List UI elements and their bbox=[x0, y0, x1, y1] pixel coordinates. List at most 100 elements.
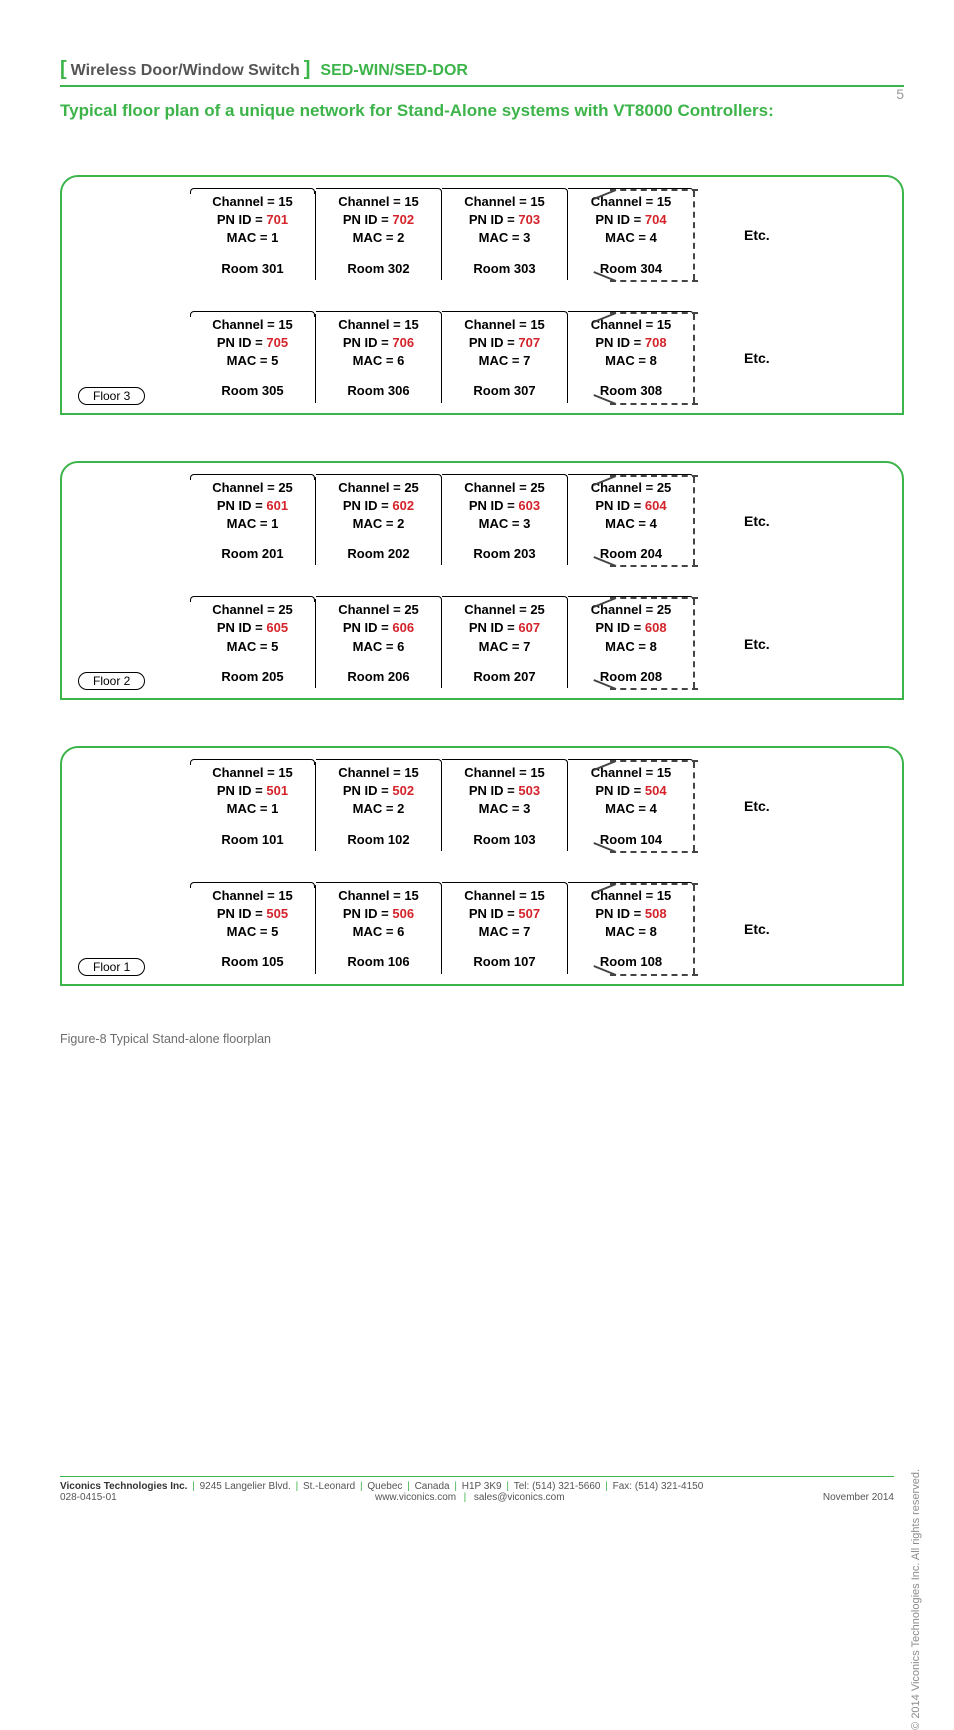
room-pnid-num: 506 bbox=[392, 906, 414, 921]
room-mac: MAC = 4 bbox=[605, 516, 657, 531]
sep-icon: | bbox=[504, 1481, 512, 1492]
sep-icon: | bbox=[452, 1481, 460, 1492]
room-pnid-num: 608 bbox=[645, 620, 667, 635]
room-name: Room 101 bbox=[194, 831, 311, 849]
room-mac: MAC = 8 bbox=[605, 353, 657, 368]
room-cell: Channel = 15PN ID = 504MAC = 4Room 104 bbox=[568, 762, 694, 851]
etc-label: Etc. bbox=[744, 227, 770, 243]
room-channel: Channel = 15 bbox=[338, 888, 419, 903]
room-channel: Channel = 15 bbox=[338, 765, 419, 780]
footer-tel: Tel: (514) 321-5660 bbox=[514, 1481, 601, 1492]
section-heading: Typical floor plan of a unique network f… bbox=[60, 101, 904, 121]
room-row: Channel = 25PN ID = 601MAC = 1Room 201Ch… bbox=[190, 477, 882, 566]
room-channel: Channel = 25 bbox=[212, 480, 293, 495]
room-mac: MAC = 2 bbox=[353, 801, 405, 816]
room-mac: MAC = 2 bbox=[353, 230, 405, 245]
room-name: Room 208 bbox=[572, 668, 690, 686]
room-pnid-num: 604 bbox=[645, 498, 667, 513]
floor-tag: Floor 2 bbox=[78, 672, 145, 690]
room-name: Room 107 bbox=[446, 953, 563, 971]
room-mac: MAC = 3 bbox=[479, 230, 531, 245]
room-name: Room 304 bbox=[572, 260, 690, 278]
room-pnid-num: 508 bbox=[645, 906, 667, 921]
sep-icon: | bbox=[461, 1492, 469, 1503]
footer-postal: H1P 3K9 bbox=[462, 1481, 502, 1492]
footer-prov: Quebec bbox=[367, 1481, 402, 1492]
room-name: Room 302 bbox=[320, 260, 437, 278]
header-code: SED-WIN/SED-DOR bbox=[320, 62, 468, 80]
sep-icon: | bbox=[189, 1481, 197, 1492]
room-mac: MAC = 8 bbox=[605, 639, 657, 654]
room-mac: MAC = 4 bbox=[605, 801, 657, 816]
room-cell: Channel = 15PN ID = 704MAC = 4Room 304 bbox=[568, 191, 694, 280]
room-pnid-label: PN ID = bbox=[217, 335, 267, 350]
bracket-close-icon: ] bbox=[304, 58, 311, 81]
footer-email: sales@viconics.com bbox=[474, 1492, 565, 1503]
room-channel: Channel = 15 bbox=[338, 194, 419, 209]
sep-icon: | bbox=[293, 1481, 301, 1492]
room-name: Room 104 bbox=[572, 831, 690, 849]
room-pnid-num: 504 bbox=[645, 783, 667, 798]
bracket-open-icon: [ bbox=[60, 58, 67, 81]
room-pnid-num: 606 bbox=[392, 620, 414, 635]
room-name: Room 203 bbox=[446, 545, 563, 563]
floor-tag: Floor 1 bbox=[78, 958, 145, 976]
room-pnid-label: PN ID = bbox=[217, 620, 267, 635]
room-channel: Channel = 25 bbox=[464, 602, 545, 617]
room-channel: Channel = 15 bbox=[464, 765, 545, 780]
header-title: Wireless Door/Window Switch bbox=[71, 62, 300, 80]
room-cell: Channel = 15PN ID = 705MAC = 5Room 305 bbox=[190, 314, 316, 403]
room-name: Room 306 bbox=[320, 382, 437, 400]
room-pnid-num: 502 bbox=[392, 783, 414, 798]
room-pnid-label: PN ID = bbox=[469, 335, 519, 350]
room-pnid-num: 704 bbox=[645, 212, 667, 227]
room-cell: Channel = 15PN ID = 707MAC = 7Room 307 bbox=[442, 314, 568, 403]
room-pnid-label: PN ID = bbox=[343, 335, 393, 350]
room-pnid-label: PN ID = bbox=[595, 620, 645, 635]
room-mac: MAC = 1 bbox=[227, 801, 279, 816]
room-mac: MAC = 6 bbox=[353, 353, 405, 368]
footer-doc: 028-0415-01 bbox=[60, 1492, 117, 1503]
room-pnid-label: PN ID = bbox=[469, 498, 519, 513]
footer-city: St.-Leonard bbox=[303, 1481, 355, 1492]
room-cell: Channel = 25PN ID = 601MAC = 1Room 201 bbox=[190, 477, 316, 566]
room-mac: MAC = 2 bbox=[353, 516, 405, 531]
room-pnid-label: PN ID = bbox=[217, 783, 267, 798]
room-pnid-label: PN ID = bbox=[595, 498, 645, 513]
room-mac: MAC = 4 bbox=[605, 230, 657, 245]
room-pnid-num: 707 bbox=[518, 335, 540, 350]
room-pnid-label: PN ID = bbox=[343, 783, 393, 798]
room-pnid-num: 703 bbox=[518, 212, 540, 227]
room-channel: Channel = 15 bbox=[464, 317, 545, 332]
room-mac: MAC = 5 bbox=[227, 639, 279, 654]
room-pnid-num: 602 bbox=[392, 498, 414, 513]
room-pnid-label: PN ID = bbox=[343, 620, 393, 635]
room-pnid-num: 706 bbox=[392, 335, 414, 350]
room-pnid-num: 701 bbox=[266, 212, 288, 227]
room-name: Room 308 bbox=[572, 382, 690, 400]
room-pnid-label: PN ID = bbox=[343, 906, 393, 921]
room-name: Room 103 bbox=[446, 831, 563, 849]
room-mac: MAC = 8 bbox=[605, 924, 657, 939]
room-pnid-num: 603 bbox=[518, 498, 540, 513]
room-cell: Channel = 15PN ID = 706MAC = 6Room 306 bbox=[316, 314, 442, 403]
room-channel: Channel = 15 bbox=[212, 765, 293, 780]
room-channel: Channel = 25 bbox=[338, 602, 419, 617]
footer-country: Canada bbox=[415, 1481, 450, 1492]
room-pnid-label: PN ID = bbox=[217, 212, 267, 227]
room-mac: MAC = 3 bbox=[479, 516, 531, 531]
room-name: Room 205 bbox=[194, 668, 311, 686]
room-cell: Channel = 15PN ID = 508MAC = 8Room 108 bbox=[568, 885, 694, 974]
room-row: Channel = 15PN ID = 505MAC = 5Room 105Ch… bbox=[190, 885, 882, 974]
room-pnid-num: 507 bbox=[518, 906, 540, 921]
floor-block: Channel = 25PN ID = 601MAC = 1Room 201Ch… bbox=[60, 461, 904, 701]
room-name: Room 105 bbox=[194, 953, 311, 971]
sep-icon: | bbox=[357, 1481, 365, 1492]
room-channel: Channel = 15 bbox=[464, 888, 545, 903]
room-mac: MAC = 1 bbox=[227, 230, 279, 245]
room-cell: Channel = 25PN ID = 602MAC = 2Room 202 bbox=[316, 477, 442, 566]
page-number: 5 bbox=[896, 86, 904, 102]
room-pnid-num: 601 bbox=[266, 498, 288, 513]
room-mac: MAC = 7 bbox=[479, 639, 531, 654]
room-cell: Channel = 15PN ID = 507MAC = 7Room 107 bbox=[442, 885, 568, 974]
